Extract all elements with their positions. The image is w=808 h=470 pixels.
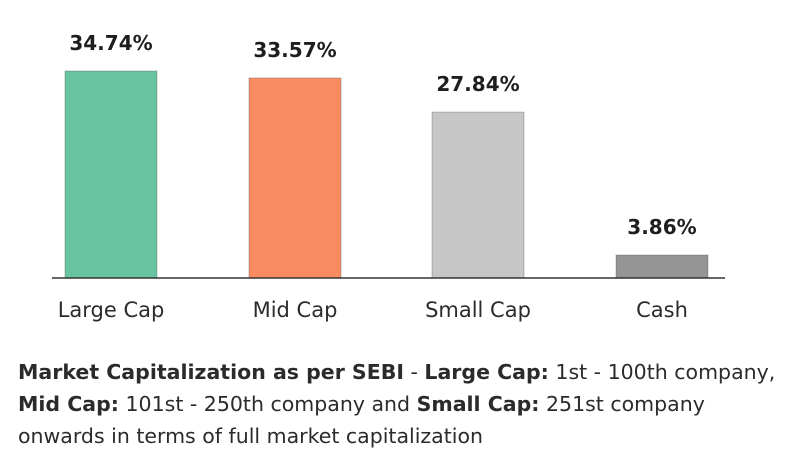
category-labels-group: Large Cap Mid Cap Small Cap Cash	[58, 298, 688, 322]
bar-large-cap	[64, 70, 158, 279]
value-label-small-cap: 27.84%	[436, 72, 519, 96]
value-label-cash: 3.86%	[627, 215, 696, 239]
allocation-bar-chart: 34.74% 33.57% 27.84% 3.86% Large Cap Mid Cap…	[52, 31, 725, 322]
value-label-mid-cap: 33.57%	[253, 38, 336, 62]
footnote-term: Market Capitalization as per SEBI	[18, 360, 404, 384]
bar-mid-cap	[248, 77, 342, 279]
footnote-small-cap-label: Small Cap:	[416, 392, 540, 416]
category-label-large-cap: Large Cap	[58, 298, 165, 322]
footnote-mid-cap-text: 101st - 250th company and	[119, 392, 417, 416]
footnote-separator: -	[403, 360, 425, 384]
bar-cash	[615, 254, 709, 279]
market-cap-footnote: Market Capitalization as per SEBI - Larg…	[18, 356, 788, 452]
footnote-large-cap-label: Large Cap:	[424, 360, 549, 384]
category-label-small-cap: Small Cap	[425, 298, 531, 322]
footnote-small-cap-text: 251st company onwards in terms of full m…	[18, 392, 705, 448]
bar-small-cap	[431, 111, 525, 279]
value-label-large-cap: 34.74%	[69, 31, 152, 55]
value-labels-group: 34.74% 33.57% 27.84% 3.86%	[69, 31, 696, 239]
footnote-large-cap-text: 1st - 100th company,	[548, 360, 776, 384]
footnote-mid-cap-label: Mid Cap:	[18, 392, 119, 416]
category-label-mid-cap: Mid Cap	[253, 298, 338, 322]
bars-group	[64, 70, 709, 279]
category-label-cash: Cash	[636, 298, 688, 322]
